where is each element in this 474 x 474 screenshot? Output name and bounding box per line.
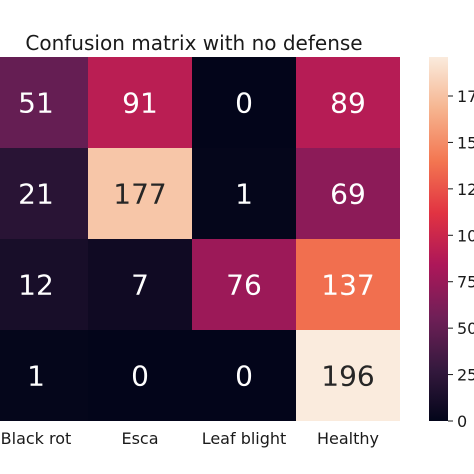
heatmap-cell	[192, 57, 296, 148]
x-tick-label: Leaf blight	[202, 429, 287, 448]
heatmap-cell	[296, 330, 400, 421]
colorbar-tick-label: 0	[457, 412, 467, 431]
colorbar-tick-label: 75	[457, 273, 474, 292]
cell-value-label: 89	[330, 87, 366, 120]
cell-value-label: 1	[27, 360, 45, 393]
heatmap-cell	[0, 148, 88, 239]
heatmap-cell	[0, 57, 88, 148]
colorbar-tick-label: 150	[457, 133, 474, 152]
heatmap-cell	[296, 239, 400, 330]
heatmap-cell	[88, 148, 192, 239]
colorbar-tick-labels: 0 25 50 75 100 125 150 175	[448, 87, 474, 431]
cell-value-label: 51	[18, 87, 54, 120]
cell-value-label: 137	[321, 269, 374, 302]
cell-value-label: 177	[113, 178, 166, 211]
heatmap-cell	[296, 57, 400, 148]
colorbar-tick-label: 125	[457, 180, 474, 199]
cell-value-label: 0	[131, 360, 149, 393]
colorbar-tick-label: 100	[457, 226, 474, 245]
heatmap-cell	[296, 148, 400, 239]
colorbar-tick-label: 25	[457, 366, 474, 385]
x-tick-label: Black rot	[1, 429, 72, 448]
cell-value-label: 1	[235, 178, 253, 211]
heatmap-cell	[0, 330, 88, 421]
heatmap-cell	[192, 239, 296, 330]
cell-value-label: 7	[131, 269, 149, 302]
cell-value-label: 76	[226, 269, 262, 302]
cell-value-label: 0	[235, 87, 253, 120]
cell-value-label: 69	[330, 178, 366, 211]
heatmap-cell	[0, 239, 88, 330]
heatmap-cell	[192, 330, 296, 421]
heatmap-cell	[88, 330, 192, 421]
x-tick-label: Healthy	[317, 429, 379, 448]
heatmap-cell	[88, 239, 192, 330]
colorbar-tick-label: 175	[457, 87, 474, 106]
heatmap-grid: 51 91 0 89 21 177 1 69 12 7 76 137 1 0 0 196	[0, 57, 400, 421]
cell-value-label: 196	[321, 360, 374, 393]
cell-value-label: 91	[122, 87, 158, 120]
cell-value-label: 12	[18, 269, 54, 302]
colorbar	[429, 57, 448, 421]
cell-value-label: 21	[18, 178, 54, 211]
heatmap-cell	[192, 148, 296, 239]
heatmap-cell	[88, 57, 192, 148]
colorbar-tick-label: 50	[457, 319, 474, 338]
x-tick-label: Esca	[121, 429, 158, 448]
cell-value-label: 0	[235, 360, 253, 393]
chart-title: Confusion matrix with no defense	[25, 31, 362, 55]
x-axis-tick-labels: Black rot Esca Leaf blight Healthy	[1, 429, 379, 448]
